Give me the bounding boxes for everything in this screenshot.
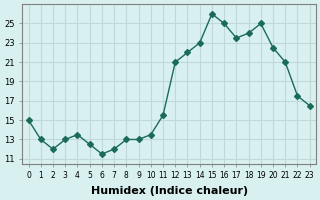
- X-axis label: Humidex (Indice chaleur): Humidex (Indice chaleur): [91, 186, 248, 196]
